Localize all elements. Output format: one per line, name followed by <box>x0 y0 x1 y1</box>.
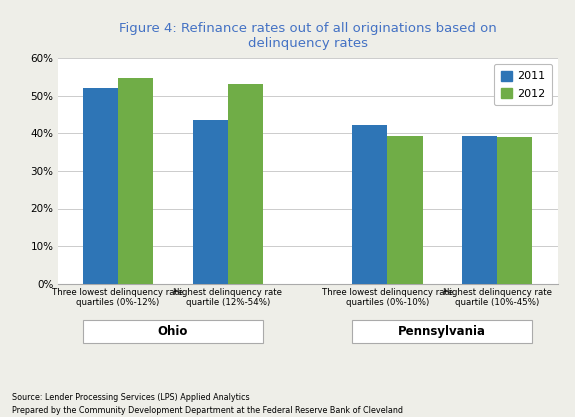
Bar <box>462 136 497 284</box>
Legend: 2011, 2012: 2011, 2012 <box>494 64 552 106</box>
Bar <box>497 137 532 284</box>
Bar <box>228 84 263 284</box>
Text: Pennsylvania: Pennsylvania <box>398 325 486 338</box>
Title: Figure 4: Refinance rates out of all originations based on
delinquency rates: Figure 4: Refinance rates out of all ori… <box>119 22 496 50</box>
Text: Source: Lender Processing Services (LPS) Applied Analytics
Prepared by the Commu: Source: Lender Processing Services (LPS)… <box>12 393 402 415</box>
Text: Ohio: Ohio <box>158 325 188 338</box>
Bar <box>352 125 388 284</box>
Bar <box>83 88 118 284</box>
Bar <box>193 120 228 284</box>
Bar <box>118 78 153 284</box>
Bar <box>388 136 423 284</box>
